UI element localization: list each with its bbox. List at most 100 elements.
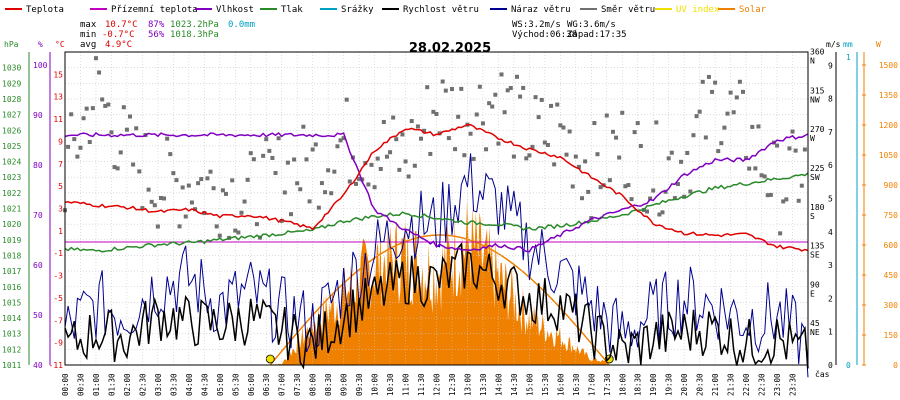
wind-direction-point (747, 166, 752, 171)
wind-direction-point (118, 150, 123, 155)
wind-direction-point (183, 214, 188, 219)
axis-time-tick: 03:30 (169, 373, 178, 396)
wind-direction-point (592, 121, 597, 126)
wind-direction-point (617, 155, 622, 160)
wind-direction-point (737, 79, 742, 84)
axis-w-tick: 1500 (879, 61, 898, 70)
wind-direction-point (453, 147, 458, 152)
axis-time-tick: 08:00 (309, 373, 318, 396)
wind-direction-point (233, 228, 238, 233)
wind-direction-point (87, 140, 92, 145)
wind-direction-point (239, 210, 244, 215)
wind-direction-point (790, 129, 795, 134)
axis-hpa-tick: 1022 (2, 189, 21, 198)
axis-time-tick: 10:00 (371, 373, 380, 396)
wind-direction-point (279, 218, 284, 223)
wind-direction-point (400, 132, 405, 137)
wind-direction-point (357, 176, 362, 181)
legend-label: Přízemní teplota (111, 5, 198, 15)
plot-frame (64, 51, 809, 366)
axis-time-tick: 07:00 (278, 373, 287, 396)
legend-label: Směr větru (601, 5, 655, 15)
wind-direction-point (174, 178, 179, 183)
axis-pct-tick: 100 (33, 61, 48, 70)
wind-direction-point (292, 157, 297, 162)
wind-direction-point (149, 199, 154, 204)
axis-time-tick: 18:00 (618, 373, 627, 396)
wind-direction-point (443, 88, 448, 93)
wind-direction-point (753, 166, 758, 171)
axis-time-tick: 09:00 (340, 373, 349, 396)
wind-direction-point (391, 115, 396, 120)
axis-time-tick: 11:30 (417, 373, 426, 396)
wind-direction-point (403, 159, 408, 164)
wind-direction-point (499, 72, 504, 77)
axis-hpa-tick: 1014 (2, 314, 21, 323)
axis-temp-tick: -9 (53, 339, 63, 348)
wind-direction-point (162, 196, 167, 201)
axis-ms-tick: 7 (828, 128, 833, 137)
wind-direction-point (409, 119, 414, 124)
wind-direction-point (214, 224, 219, 229)
wind-direction-point (415, 124, 420, 129)
axis-time-tick: 02:00 (123, 373, 132, 396)
wind-direction-point (474, 112, 479, 117)
axes: hPa1011101210131014101510161017101810191… (2, 40, 898, 396)
axis-time-tick: 13:00 (463, 373, 472, 396)
wind-direction-point (199, 177, 204, 182)
wind-direction-point (155, 224, 160, 229)
wind-direction-point (177, 224, 182, 229)
wind-direction-point (270, 155, 275, 160)
wind-direction-point (493, 92, 498, 97)
axis-hpa-unit: hPa (4, 40, 19, 49)
wind-direction-point (539, 97, 544, 102)
wind-direction-point (372, 185, 377, 190)
wind-direction-point (477, 84, 482, 89)
wind-direction-point (285, 160, 290, 165)
axis-pct-tick: 70 (33, 211, 43, 220)
wind-direction-point (254, 222, 259, 227)
axis-time-tick: 00:00 (61, 373, 70, 396)
axis-hpa-tick: 1027 (2, 111, 21, 120)
wind-direction-point (533, 95, 538, 100)
wind-direction-point (502, 110, 507, 115)
axis-mm-unit: mm (843, 40, 853, 49)
wind-direction-point (468, 131, 473, 136)
axis-time-tick: 05:30 (231, 373, 240, 396)
wind-direction-point (549, 103, 554, 108)
axis-time-tick: 19:00 (649, 373, 658, 396)
wind-direction-point (459, 86, 464, 91)
wind-direction-point (728, 90, 733, 95)
wind-direction-point (716, 149, 721, 154)
wind-direction-point (561, 125, 566, 130)
wind-direction-point (626, 183, 631, 188)
wind-direction-point (449, 87, 454, 92)
stats-block: max 10.7°C 87% 1023.2hPa 0.0mm min -0.7°… (80, 20, 627, 50)
axis-temp-tick: 1 (58, 227, 63, 236)
wind-direction-point (638, 144, 643, 149)
wind-direction-point (158, 195, 163, 200)
wind-direction-point (648, 196, 653, 201)
wind-direction-point (78, 145, 83, 150)
wind-direction-point (787, 146, 792, 151)
wind-direction-point (623, 184, 628, 189)
wind-direction-point (719, 141, 724, 146)
wind-direction-point (329, 191, 334, 196)
axis-temp-tick: -3 (53, 272, 63, 281)
wind-direction-point (152, 203, 157, 208)
wind-direction-point (109, 130, 114, 135)
wind-direction-point (762, 174, 767, 179)
stats-min-hum: 56% (148, 30, 165, 40)
axis-time-tick: 06:00 (247, 373, 256, 396)
wind-direction-point (186, 183, 191, 188)
wind-direction-point (422, 128, 427, 133)
wind-direction-point (121, 105, 126, 110)
wind-direction-point (508, 86, 513, 91)
axis-time-tick: 05:00 (216, 373, 225, 396)
wind-direction-point (168, 152, 173, 157)
wind-direction-point (632, 130, 637, 135)
stats-sunset: Západ:17:35 (567, 30, 627, 40)
axis-w-tick: 1350 (879, 91, 898, 100)
axis-temp-tick: 15 (53, 70, 63, 79)
axis-ms-tick: 8 (828, 95, 833, 104)
